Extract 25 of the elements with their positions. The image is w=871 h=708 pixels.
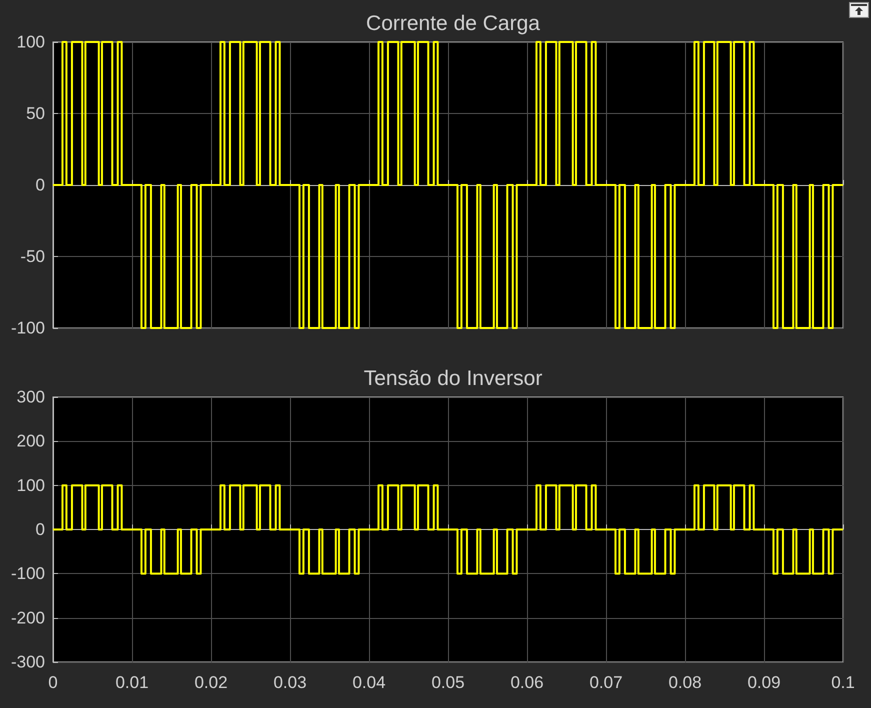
x-tick-label: 0.08 [668, 673, 702, 692]
y-tick-label: 100 [16, 476, 45, 495]
x-tick-label: 0.01 [115, 673, 149, 692]
y-tick-label: 200 [16, 432, 45, 451]
chart-title: Tensão do Inversor [364, 367, 542, 390]
y-tick-label: -50 [20, 247, 45, 266]
y-tick-label: 0 [36, 520, 45, 539]
y-tick-label: 100 [16, 32, 45, 52]
y-tick-label: -100 [10, 318, 45, 338]
y-tick-label: 0 [36, 176, 45, 194]
y-tick-label: -200 [10, 608, 45, 628]
x-tick-label: 0.1 [831, 673, 855, 692]
x-tick-label: 0.07 [589, 673, 623, 692]
x-tick-label: 0.09 [747, 673, 781, 692]
x-tick-label: 0 [48, 673, 58, 692]
y-tick-label: -300 [10, 652, 45, 672]
x-tick-label: 0.06 [510, 673, 544, 692]
y-tick-label: 300 [16, 388, 45, 406]
y-tick-label: 50 [26, 104, 45, 123]
x-tick-label: 0.04 [352, 673, 386, 692]
chart-title: Corrente de Carga [366, 12, 540, 35]
x-tick-label: 0.02 [194, 673, 228, 692]
y-tick-label: -100 [10, 564, 45, 584]
x-tick-label: 0.03 [273, 673, 307, 692]
x-tick-label: 0.05 [431, 673, 465, 692]
